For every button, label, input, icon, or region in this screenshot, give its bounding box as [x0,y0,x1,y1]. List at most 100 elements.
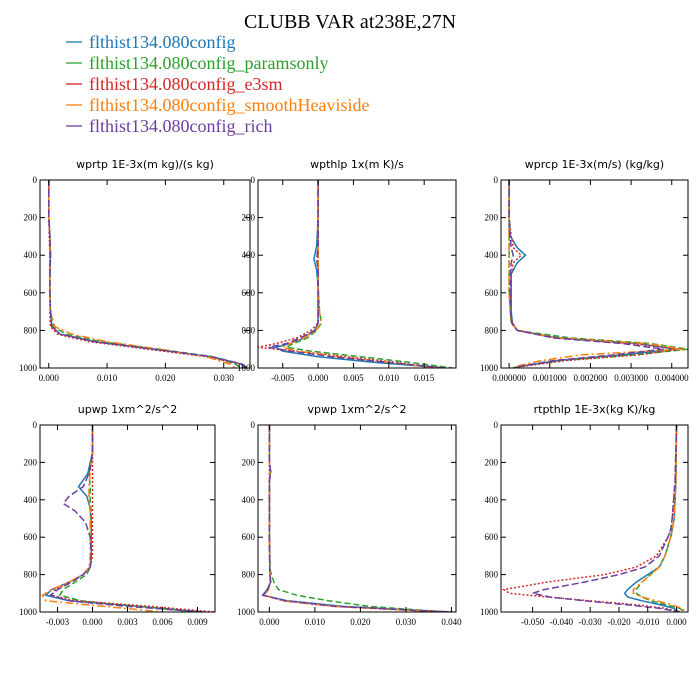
y-tick-label: 800 [24,570,38,580]
x-tick-label: 0.003 [117,617,138,627]
series-line-4 [632,425,686,612]
panels: wprtp 1E-3x(m kg)/(s kg) 0 200 400 600 800 100… [19,158,689,627]
series-line-3 [48,180,248,368]
series-line-5 [508,180,664,368]
x-tick-label: 0.000000 [492,373,526,383]
y-tick-label: 0 [33,420,38,430]
y-tick-label: 0 [251,420,256,430]
y-tick-label: 600 [242,288,256,298]
panel-title: vpwp 1xm^2/s^2 [307,403,406,416]
y-tick-label: 800 [485,570,499,580]
series-line-1 [48,180,245,368]
y-tick-label: 1000 [19,607,38,617]
x-tick-label: 0.010 [305,617,326,627]
x-tick-label: 0.006 [152,617,173,627]
x-tick-label: -0.005 [271,373,295,383]
panel-4: upwp 1xm^2/s^2 0 200 400 600 800 1000 -0.003 0.0… [19,403,216,627]
x-tick-label: -0.020 [607,617,631,627]
y-tick-label: 1000 [237,363,256,373]
y-tick-label: 1000 [480,607,499,617]
panel-title: wpthlp 1x(m K)/s [310,158,404,171]
y-tick-label: 1000 [480,363,499,373]
x-tick-label: 0.030 [396,617,417,627]
y-tick-label: 1000 [237,607,256,617]
y-tick-label: 600 [242,532,256,542]
x-tick-label: 0.040 [441,617,462,627]
series-line-3 [50,425,215,612]
plot-frame [39,179,251,369]
series-line-2 [48,180,242,368]
series-line-3 [258,180,439,368]
figure-title: CLUBB VAR at238E,27N [244,11,456,33]
series-line-4 [41,425,163,612]
series-line-1 [261,425,447,612]
plot-frame [257,424,457,613]
panel-title: rtpthlp 1E-3x(kg K)/kg [534,403,656,416]
series-line-2 [635,425,686,612]
series-line-1 [623,425,680,612]
series-line-4 [508,180,685,368]
series-line-2 [268,425,447,612]
x-tick-label: -0.010 [636,617,660,627]
legend-label-3: flthist134.080config_e3sm [89,74,282,94]
y-tick-label: 800 [24,325,38,335]
x-tick-label: 0.000 [259,617,280,627]
series-group [48,180,248,368]
y-tick-label: 400 [242,495,256,505]
y-tick-label: 400 [485,250,499,260]
y-tick-label: 600 [24,532,38,542]
y-tick-label: 400 [485,495,499,505]
x-tick-label: 0.010 [97,373,118,383]
series-group [258,180,453,368]
panel-title: wprcp 1E-3x(m/s) (kg/kg) [525,158,664,171]
legend: flthist134.080configflthist134.080config… [66,32,369,136]
y-tick-label: 600 [485,532,499,542]
x-tick-label: 0.003000 [614,373,648,383]
series-line-2 [58,425,198,612]
series-line-3 [262,425,456,612]
x-tick-label: 0.000 [666,617,687,627]
x-tick-label: 0.000 [39,373,60,383]
x-tick-label: 0.009 [187,617,208,627]
y-tick-label: 200 [24,213,38,223]
y-tick-label: 0 [33,175,38,185]
y-tick-label: 200 [242,457,256,467]
x-tick-label: -0.030 [579,617,603,627]
x-tick-label: -0.040 [550,617,574,627]
y-tick-label: 600 [485,288,499,298]
y-tick-label: 200 [242,213,256,223]
series-line-4 [263,425,443,612]
x-tick-label: 0.001000 [533,373,567,383]
x-tick-label: 0.000 [82,617,103,627]
plot-frame [500,179,689,369]
series-line-1 [273,180,446,368]
panel-6: rtpthlp 1E-3x(kg K)/kg 0 200 400 600 800 1000 -… [480,403,689,627]
legend-label-2: flthist134.080config_paramsonly [89,53,328,73]
x-tick-label: 0.000 [308,373,329,383]
series-line-5 [268,180,446,368]
x-tick-label: 0.010 [379,373,400,383]
panel-3: wprcp 1E-3x(m/s) (kg/kg) 0 200 400 600 800 100… [480,158,689,383]
series-line-3 [508,180,681,368]
series-line-5 [261,425,452,612]
plot-frame [257,179,457,369]
y-tick-label: 0 [251,175,256,185]
series-line-4 [48,180,236,368]
series-line-5 [48,425,204,612]
panel-title: wprtp 1E-3x(m kg)/(s kg) [76,158,214,171]
x-tick-label: 0.015 [414,373,435,383]
y-tick-label: 800 [242,570,256,580]
legend-label-5: flthist134.080config_rich [89,116,272,136]
y-tick-label: 0 [494,175,499,185]
y-tick-label: 400 [24,495,38,505]
panel-title: upwp 1xm^2/s^2 [78,403,178,416]
x-tick-label: 0.030 [214,373,235,383]
x-tick-label: 0.002000 [574,373,608,383]
legend-label-1: flthist134.080config [89,32,236,52]
y-tick-label: 1000 [19,363,38,373]
legend-label-4: flthist134.080config_smoothHeaviside [89,95,369,115]
series-line-2 [508,180,688,368]
panel-2: wpthlp 1x(m K)/s 0 200 400 600 800 1000 -0.005 0… [237,158,457,383]
